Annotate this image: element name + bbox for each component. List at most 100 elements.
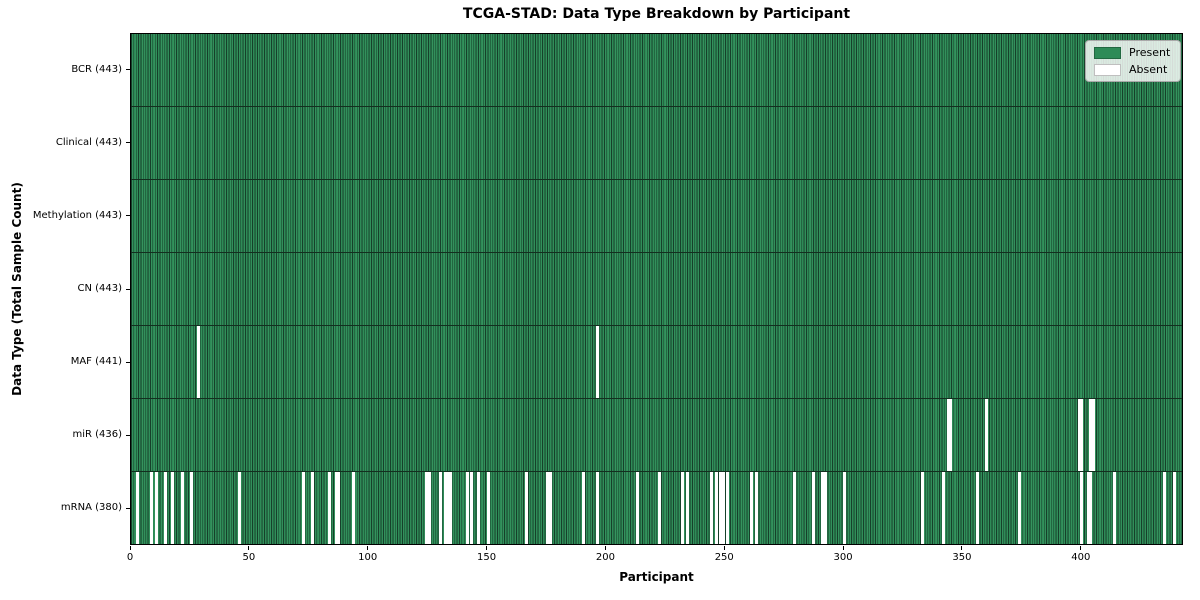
absent-stripe (581, 472, 585, 544)
absent-stripe (921, 472, 925, 544)
x-tick-mark (604, 546, 606, 550)
y-tick-label: Clinical (443) (55, 136, 122, 148)
absent-stripe (947, 399, 951, 471)
x-tick-mark (1080, 546, 1082, 550)
heatmap-row-methylation (131, 180, 1182, 253)
y-tick-mark (126, 434, 130, 436)
x-tick-mark (961, 546, 963, 550)
absent-stripe (1172, 472, 1176, 544)
absent-stripe (197, 326, 201, 398)
absent-stripe (754, 472, 758, 544)
absent-stripe (949, 399, 953, 471)
present-swatch-icon (1094, 46, 1121, 59)
absent-stripe (486, 472, 490, 544)
y-tick-mark (126, 215, 130, 217)
absent-stripe (714, 472, 718, 544)
absent-stripe (546, 472, 550, 544)
absent-stripe (750, 472, 754, 544)
absent-stripe (1077, 399, 1081, 471)
absent-stripe (237, 472, 241, 544)
absent-stripe (792, 472, 796, 544)
heatmap-row-mir (131, 399, 1182, 472)
x-tick-mark (248, 546, 250, 550)
x-tick-label: 150 (476, 552, 497, 563)
absent-stripe (439, 472, 443, 544)
absent-stripe (337, 472, 341, 544)
legend-entry-absent: Absent (1094, 63, 1170, 76)
absent-stripe (975, 472, 979, 544)
x-tick-label: 0 (126, 552, 134, 563)
x-tick-mark (486, 546, 488, 550)
absent-stripe (709, 472, 713, 544)
absent-stripe (548, 472, 552, 544)
absent-stripe (657, 472, 661, 544)
heatmap-row-cn (131, 253, 1182, 326)
chart-title: TCGA-STAD: Data Type Breakdown by Partic… (462, 6, 851, 22)
y-tick-label: mRNA (380) (60, 502, 122, 514)
heatmap-row-clinical (131, 107, 1182, 180)
legend-entry-present: Present (1094, 46, 1170, 59)
y-tick-label: BCR (443) (71, 63, 122, 75)
absent-stripe (719, 472, 723, 544)
absent-stripe (811, 472, 815, 544)
absent-stripe (164, 472, 168, 544)
legend: Present Absent (1085, 40, 1182, 82)
y-tick-label: CN (443) (77, 283, 122, 294)
absent-stripe (351, 472, 355, 544)
absent-stripe (596, 326, 599, 398)
y-tick-label: MAF (441) (70, 356, 122, 368)
absent-stripe (681, 472, 685, 544)
absent-stripe (149, 472, 153, 544)
x-axis-label: Participant (619, 570, 694, 584)
heatmap-row-mrna (131, 472, 1182, 544)
absent-stripe (135, 472, 139, 544)
x-tick-label: 400 (1071, 552, 1091, 563)
absent-stripe (721, 472, 725, 544)
y-tick-label: miR (436) (72, 429, 122, 441)
absent-stripe (686, 472, 690, 544)
absent-stripe (524, 472, 528, 544)
legend-label-present: Present (1129, 46, 1171, 59)
absent-stripe (190, 472, 194, 544)
absent-stripe (1087, 472, 1091, 544)
absent-stripe (821, 472, 825, 544)
absent-stripe (1079, 399, 1083, 471)
x-tick-label: 300 (833, 552, 853, 563)
absent-stripe (425, 472, 429, 544)
absent-swatch-icon (1094, 63, 1121, 76)
heatmap-row-maf (131, 326, 1182, 399)
absent-stripe (301, 472, 305, 544)
x-tick-label: 100 (358, 552, 378, 563)
absent-stripe (465, 472, 469, 544)
absent-stripe (470, 472, 474, 544)
x-tick-label: 200 (595, 552, 615, 563)
x-tick-label: 350 (952, 552, 972, 563)
y-axis-label: Data Type (Total Sample Count) (10, 182, 24, 396)
absent-stripe (985, 399, 989, 471)
absent-stripe (636, 472, 640, 544)
legend-label-absent: Absent (1129, 63, 1168, 76)
absent-stripe (446, 472, 450, 544)
x-tick-mark (723, 546, 725, 550)
absent-stripe (180, 472, 184, 544)
absent-stripe (1113, 472, 1117, 544)
y-tick-label: Methylation (443) (32, 209, 122, 221)
absent-stripe (477, 472, 481, 544)
y-tick-mark (126, 507, 130, 509)
y-tick-mark (126, 361, 130, 363)
absent-stripe (596, 472, 599, 544)
absent-stripe (942, 472, 946, 544)
absent-stripe (171, 472, 175, 544)
x-tick-mark (129, 546, 131, 550)
absent-stripe (327, 472, 331, 544)
absent-stripe (311, 472, 315, 544)
absent-stripe (823, 472, 827, 544)
absent-stripe (427, 472, 431, 544)
y-tick-mark (126, 142, 130, 144)
absent-stripe (1018, 472, 1022, 544)
absent-stripe (448, 472, 452, 544)
absent-stripe (726, 472, 730, 544)
absent-stripe (1089, 399, 1093, 471)
x-tick-label: 50 (242, 552, 256, 563)
